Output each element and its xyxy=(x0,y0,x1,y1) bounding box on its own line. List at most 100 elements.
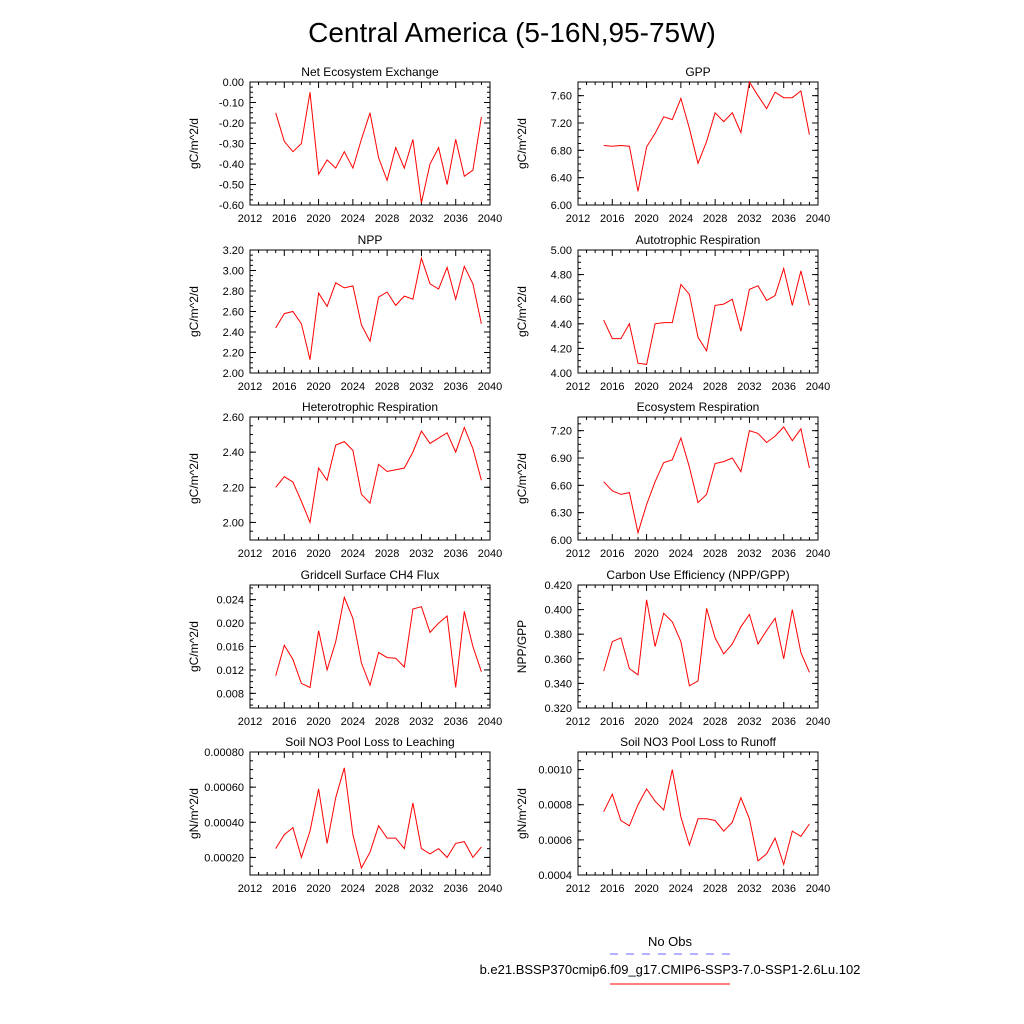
x-tick-label: 2020 xyxy=(306,548,330,560)
x-tick-label: 2028 xyxy=(375,716,399,728)
plot-frame xyxy=(249,584,491,709)
y-tick-label: -0.20 xyxy=(219,118,244,130)
x-tick-label: 2032 xyxy=(409,883,433,895)
x-tick-label: 2016 xyxy=(272,381,296,393)
x-tick-label: 2020 xyxy=(306,213,330,225)
x-tick-label: 2020 xyxy=(634,716,658,728)
y-axis-label: gC/m^2/d xyxy=(515,118,529,169)
chart-panel: NPP gC/m^2/d 2012 2016 2020 2024 2028 2032 2036 2… xyxy=(187,233,502,393)
x-tick-label: 2012 xyxy=(566,381,590,393)
x-tick-label: 2040 xyxy=(806,548,830,560)
x-tick-label: 2032 xyxy=(737,548,761,560)
y-tick-label: 0.00020 xyxy=(204,852,244,864)
y-tick-label: 0.024 xyxy=(216,595,244,607)
y-tick-label: 6.40 xyxy=(551,173,572,185)
y-tick-label: 0.320 xyxy=(544,703,572,715)
x-tick-label: 2040 xyxy=(478,548,502,560)
series-line xyxy=(603,426,810,535)
x-tick-label: 2028 xyxy=(375,381,399,393)
x-tick-label: 2012 xyxy=(566,883,590,895)
chart-panel: GPP gC/m^2/d 2012 2016 2020 2024 2028 2032 2036 2… xyxy=(515,65,830,225)
x-tick-label: 2012 xyxy=(238,716,262,728)
plot-frame xyxy=(249,751,491,876)
panel-title: Ecosystem Respiration xyxy=(637,400,760,414)
panel-title: GPP xyxy=(685,65,710,79)
y-tick-label: 4.80 xyxy=(551,270,572,282)
x-tick-label: 2016 xyxy=(272,716,296,728)
x-tick-label: 2016 xyxy=(600,381,624,393)
y-tick-label: 0.00060 xyxy=(204,782,244,794)
x-tick-label: 2036 xyxy=(771,548,795,560)
x-tick-label: 2020 xyxy=(634,883,658,895)
x-tick-label: 2012 xyxy=(238,213,262,225)
x-tick-label: 2012 xyxy=(566,213,590,225)
series-line xyxy=(275,595,482,689)
y-tick-label: 6.60 xyxy=(551,480,572,492)
x-tick-label: 2040 xyxy=(806,716,830,728)
figure-title: Central America (5-16N,95-75W) xyxy=(308,17,716,48)
y-tick-label: 0.00080 xyxy=(204,747,244,759)
x-tick-label: 2032 xyxy=(737,883,761,895)
x-tick-label: 2024 xyxy=(341,548,365,560)
series-line xyxy=(603,599,810,687)
y-tick-label: 3.20 xyxy=(223,245,244,257)
y-tick-label: 7.20 xyxy=(551,426,572,438)
y-tick-label: 2.00 xyxy=(223,368,244,380)
y-tick-label: 0.016 xyxy=(216,642,244,654)
y-tick-label: 0.012 xyxy=(216,665,244,677)
y-tick-label: 6.90 xyxy=(551,453,572,465)
y-axis-label: gC/m^2/d xyxy=(187,286,201,337)
panel-title: Soil NO3 Pool Loss to Runoff xyxy=(620,735,777,749)
x-tick-label: 2036 xyxy=(771,716,795,728)
y-axis-label: gC/m^2/d xyxy=(515,286,529,337)
y-tick-label: 2.20 xyxy=(223,482,244,494)
series-line xyxy=(275,426,482,525)
chart-panel: Soil NO3 Pool Loss to Leaching gN/m^2/d 20… xyxy=(187,735,502,895)
plot-frame xyxy=(577,416,819,541)
x-tick-label: 2028 xyxy=(703,213,727,225)
x-tick-label: 2012 xyxy=(238,548,262,560)
x-tick-label: 2020 xyxy=(634,213,658,225)
x-tick-label: 2020 xyxy=(306,883,330,895)
x-tick-label: 2016 xyxy=(600,548,624,560)
x-tick-label: 2024 xyxy=(669,548,693,560)
panel-title: Heterotrophic Respiration xyxy=(302,400,438,414)
chart-panel: Autotrophic Respiration gC/m^2/d 2012 2016 2… xyxy=(515,233,830,393)
y-tick-label: 6.00 xyxy=(551,535,572,547)
panel-title: Soil NO3 Pool Loss to Leaching xyxy=(285,735,454,749)
x-tick-label: 2036 xyxy=(771,883,795,895)
x-tick-label: 2036 xyxy=(771,381,795,393)
y-tick-label: 7.60 xyxy=(551,91,572,103)
y-axis-label: gC/m^2/d xyxy=(515,453,529,504)
x-tick-label: 2032 xyxy=(409,213,433,225)
chart-panel: Net Ecosystem Exchange gC/m^2/d 2012 2016 20… xyxy=(187,65,502,225)
y-tick-label: 0.020 xyxy=(216,618,244,630)
x-tick-label: 2028 xyxy=(703,716,727,728)
y-tick-label: 0.00 xyxy=(223,77,244,89)
chart-panel: Gridcell Surface CH4 Flux gC/m^2/d 2012 201… xyxy=(187,568,502,728)
plot-frame xyxy=(577,81,819,206)
y-tick-label: 0.008 xyxy=(216,688,244,700)
x-tick-label: 2024 xyxy=(341,883,365,895)
y-tick-label: 3.00 xyxy=(223,266,244,278)
y-tick-label: 0.0008 xyxy=(538,800,572,812)
panel-title: Autotrophic Respiration xyxy=(636,233,761,247)
x-tick-label: 2012 xyxy=(566,716,590,728)
x-tick-label: 2036 xyxy=(443,548,467,560)
panel-title: Net Ecosystem Exchange xyxy=(301,65,439,79)
x-tick-label: 2012 xyxy=(238,381,262,393)
y-tick-label: 4.20 xyxy=(551,343,572,355)
x-tick-label: 2020 xyxy=(306,716,330,728)
x-tick-label: 2040 xyxy=(806,381,830,393)
chart-panel: Ecosystem Respiration gC/m^2/d 2012 2016 202… xyxy=(515,400,830,560)
x-tick-label: 2024 xyxy=(341,716,365,728)
y-tick-label: 4.40 xyxy=(551,319,572,331)
y-axis-label: gN/m^2/d xyxy=(515,788,529,839)
chart-panel: Soil NO3 Pool Loss to Runoff gN/m^2/d 2012… xyxy=(515,735,830,895)
y-tick-label: 6.80 xyxy=(551,145,572,157)
x-tick-label: 2028 xyxy=(375,883,399,895)
x-tick-label: 2040 xyxy=(806,883,830,895)
x-tick-label: 2032 xyxy=(737,716,761,728)
y-axis-label: NPP/GPP xyxy=(515,620,529,673)
